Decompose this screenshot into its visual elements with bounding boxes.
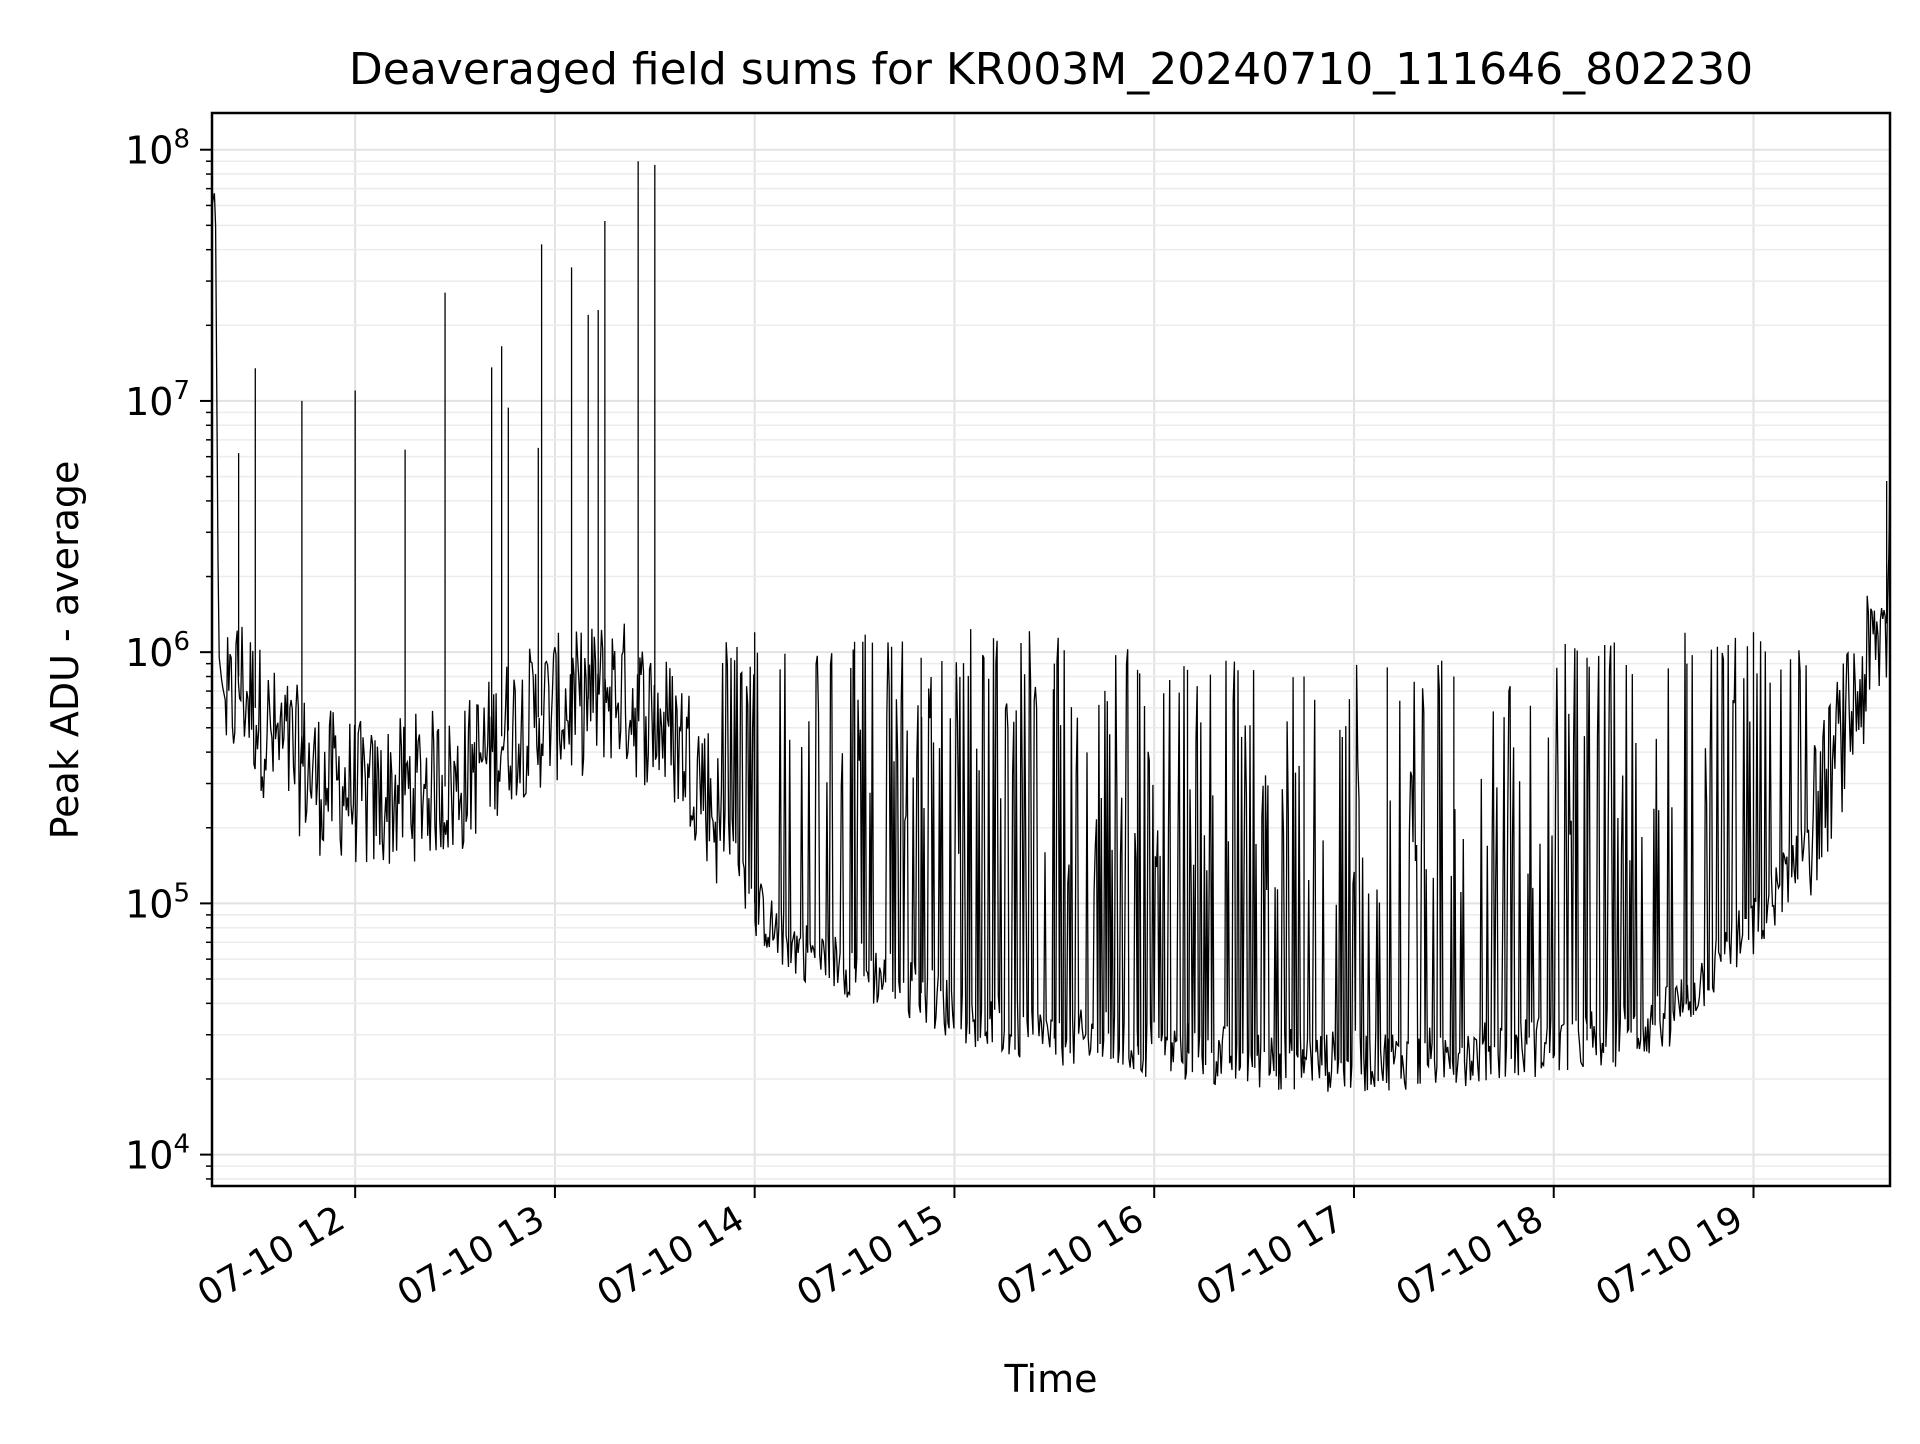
x-tick-label: 07-10 16 [990, 1198, 1151, 1314]
data-series [211, 161, 1891, 1092]
y-tick-label: 104 [125, 1130, 190, 1178]
x-tick-label: 07-10 17 [1190, 1198, 1351, 1314]
y-axis-label: Peak ADU - average [43, 461, 87, 840]
y-tick-label: 105 [125, 878, 190, 926]
x-axis-label: Time [1004, 1357, 1098, 1401]
chart-title: Deaveraged field sums for KR003M_2024071… [349, 44, 1753, 95]
x-tick-label: 07-10 19 [1589, 1198, 1750, 1314]
x-tick-label: 07-10 18 [1390, 1198, 1551, 1314]
grid-lines [212, 113, 1890, 1186]
y-tick-label: 108 [125, 125, 190, 173]
x-tick-label: 07-10 15 [790, 1198, 951, 1314]
y-tick-label: 107 [125, 376, 190, 424]
series-line [211, 193, 1891, 1092]
x-tick-label: 07-10 12 [191, 1198, 352, 1314]
x-tick-label: 07-10 14 [591, 1198, 752, 1314]
plot-frame [210, 111, 1892, 1188]
x-tick-label: 07-10 13 [391, 1198, 552, 1314]
y-tick-label: 106 [125, 627, 190, 675]
